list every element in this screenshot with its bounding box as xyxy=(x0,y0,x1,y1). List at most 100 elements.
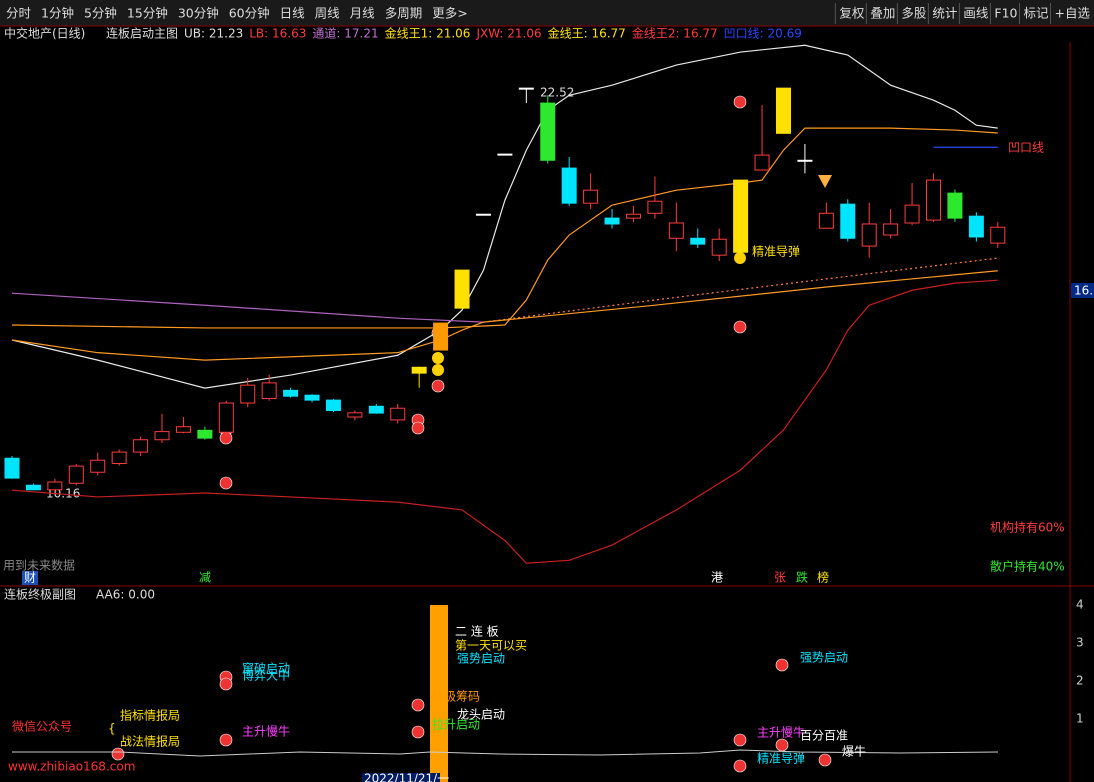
indicator-value: 金线王2: 16.77 xyxy=(632,26,718,41)
toolbar-item[interactable]: 画线 xyxy=(963,6,989,21)
toolbar-item[interactable]: 60分钟 xyxy=(229,6,270,21)
candle-body xyxy=(947,192,963,219)
diamond-icon xyxy=(818,175,832,188)
candle-body xyxy=(990,226,1006,244)
signal-label: 第一天可以买 xyxy=(455,639,527,653)
signal-label: 二 连 板 xyxy=(455,624,499,639)
date-label: 2022/11/21/一 xyxy=(364,772,449,782)
signal-label: 龙头启动 xyxy=(457,708,505,722)
candle-body xyxy=(283,389,299,397)
candle-body xyxy=(411,366,427,374)
candle-body xyxy=(175,426,191,433)
sub-axis-label: 4 xyxy=(1076,598,1084,612)
indicator-value: 凹口线: 20.69 xyxy=(724,27,802,41)
candle-body xyxy=(925,179,941,221)
toolbar-item[interactable]: 日线 xyxy=(280,6,306,21)
future-label: 用到未来数据 xyxy=(3,558,75,573)
watermark: 战法情报局 xyxy=(120,734,180,749)
candle-body xyxy=(111,451,127,464)
signal-label: 强势启动 xyxy=(800,651,848,665)
toolbar-item[interactable]: 月线 xyxy=(350,6,376,21)
candle-body xyxy=(733,179,749,253)
indicator-line xyxy=(11,127,998,329)
date-bg xyxy=(362,773,440,782)
sub-highlight xyxy=(430,605,448,782)
event-marker: 张 xyxy=(774,571,786,585)
toolbar-item[interactable]: 标记 xyxy=(1024,6,1050,21)
candle-body xyxy=(904,204,920,224)
signal-label: 博弈大中 xyxy=(242,668,290,683)
candle-body xyxy=(433,322,449,351)
toolbar-item[interactable]: 多周期 xyxy=(385,6,423,21)
toolbar-item[interactable]: 分时 xyxy=(6,6,32,21)
toolbar-item[interactable]: 5分钟 xyxy=(84,6,117,21)
candle-body xyxy=(604,217,620,225)
signal-label: 窜破启动 xyxy=(242,661,290,676)
brace: { xyxy=(108,722,116,736)
toolbar-item[interactable]: F10 xyxy=(994,6,1017,21)
indicator-line xyxy=(11,279,998,564)
signal-label: 终极筹码 xyxy=(432,689,480,704)
inst-label: 机构持有60% xyxy=(990,520,1065,535)
toolbar-item[interactable]: 叠加 xyxy=(870,6,895,21)
candle-body xyxy=(561,167,577,204)
event-marker: 跌 xyxy=(796,570,808,585)
event-marker: 榜 xyxy=(817,570,829,585)
candle-body xyxy=(668,222,684,239)
watermark: 指标情报局 xyxy=(120,708,180,723)
toolbar-item[interactable]: 周线 xyxy=(315,6,341,21)
sub-axis-label: 1 xyxy=(1076,712,1084,726)
candle-body xyxy=(647,200,663,214)
candle-body xyxy=(347,412,363,418)
toolbar-item[interactable]: 多股 xyxy=(901,6,927,21)
sub-value: AA6: 0.00 xyxy=(96,588,155,602)
signal-label: 强势启动 xyxy=(457,652,505,666)
candle-body xyxy=(4,457,20,479)
retail-label: 散户持有40% xyxy=(990,559,1065,574)
candle-body xyxy=(711,238,727,256)
candle-body xyxy=(797,159,813,162)
candle-body xyxy=(818,212,834,229)
signal-label: 百分百准 xyxy=(800,729,848,743)
toolbar-item[interactable]: +自选 xyxy=(1055,6,1091,21)
candle-body xyxy=(883,223,899,236)
indicator-value: LB: 16.63 xyxy=(249,27,306,41)
indicator-value: UB: 21.23 xyxy=(184,27,243,41)
candle-body xyxy=(261,382,277,399)
candle-body xyxy=(47,481,63,491)
candle-body xyxy=(840,203,856,239)
candle-body xyxy=(475,213,491,216)
candle-body xyxy=(690,237,706,245)
high-label: 22.52 xyxy=(540,86,574,100)
signal-label: 拉升启动 xyxy=(432,717,480,732)
toolbar-item[interactable]: 复权 xyxy=(839,6,865,21)
notch-label: 凹口线 xyxy=(1008,141,1044,155)
candle-body xyxy=(775,87,791,134)
indicator-value: JXW: 21.06 xyxy=(475,27,541,41)
indicator-name: 连板启动主图 xyxy=(106,26,178,41)
candle-body xyxy=(197,429,213,439)
watermark: 微信公众号 xyxy=(12,720,72,734)
toolbar-item[interactable]: 15分钟 xyxy=(127,6,168,21)
missile-label: 精准导弹 xyxy=(752,245,800,259)
candle-body xyxy=(583,189,599,204)
indicator-value: 金线王: 16.77 xyxy=(548,26,626,41)
candle-body xyxy=(133,439,149,453)
candle-body xyxy=(68,465,84,484)
candle-body xyxy=(968,215,984,238)
toolbar-item[interactable]: 统计 xyxy=(932,6,957,21)
candle-body xyxy=(368,405,384,414)
candle-body xyxy=(625,213,641,219)
event-marker: 减 xyxy=(199,571,211,585)
sub-axis-label: 3 xyxy=(1076,636,1084,650)
candle-body xyxy=(25,484,41,491)
sub-line xyxy=(12,749,999,757)
signal-label: 主升慢牛 xyxy=(242,724,290,739)
toolbar-item[interactable]: 30分钟 xyxy=(178,6,219,21)
stock-name: 中交地产(日线) xyxy=(4,26,85,41)
toolbar-item[interactable]: 更多> xyxy=(432,6,467,21)
candle-body xyxy=(518,87,534,90)
marker-bg xyxy=(22,571,38,585)
toolbar-item[interactable]: 1分钟 xyxy=(41,6,74,21)
indicator-line xyxy=(11,44,998,389)
